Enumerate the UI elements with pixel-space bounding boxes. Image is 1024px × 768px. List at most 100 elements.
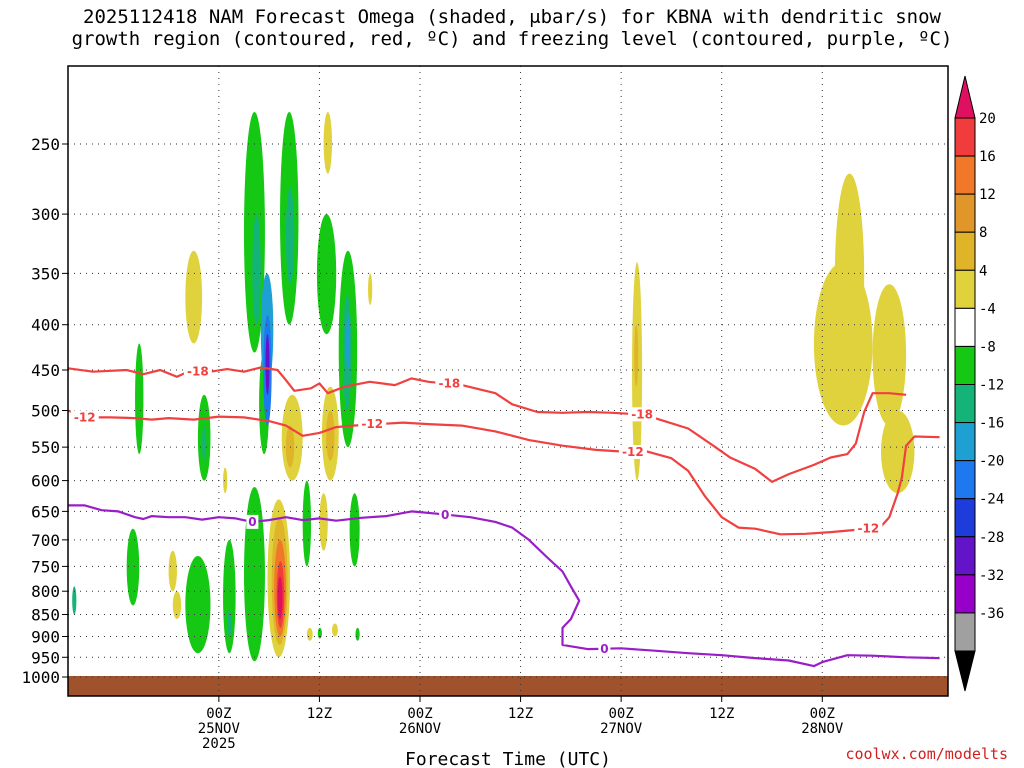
colorbar-label: -16 — [979, 416, 1004, 432]
omega-patch — [349, 493, 360, 567]
y-tick-label: 650 — [31, 502, 60, 521]
contour-label-bg — [183, 364, 212, 379]
omega-patch — [880, 410, 915, 494]
contour-label-bg — [439, 507, 452, 522]
x-tick-label: 27NOV — [600, 721, 643, 737]
omega-patch — [872, 284, 907, 426]
colorbar-band — [954, 193, 976, 233]
contour-line — [67, 366, 907, 483]
y-tick-label: 800 — [31, 582, 60, 601]
credit-link[interactable]: coolwx.com/modelts — [845, 745, 1008, 763]
omega-patch — [185, 250, 203, 344]
colorbar-label: -12 — [979, 378, 1004, 394]
contour-label: -18 — [631, 407, 653, 421]
colorbar-band — [954, 422, 976, 462]
colorbar-band — [954, 612, 976, 652]
contour-labels: -18 -18 -18 -12 -12 -12 -12 0 0 0 — [70, 364, 883, 657]
colorbar-band — [954, 536, 976, 576]
y-tick-label: 600 — [31, 472, 60, 491]
omega-patch — [202, 425, 207, 461]
omega-patch — [306, 627, 313, 641]
colorbar-label: -28 — [979, 530, 1004, 546]
omega-patch — [317, 627, 322, 639]
title-line-2: growth region (contoured, red, ºC) and f… — [71, 28, 953, 50]
x-tick-label: 2025 — [202, 736, 236, 752]
x-tick-label: 00Z — [608, 706, 633, 722]
omega-patch — [316, 214, 337, 335]
omega-patch — [172, 591, 182, 620]
ground-fill — [68, 676, 948, 696]
contour-label-bg — [628, 407, 657, 422]
contour-label: 0 — [600, 642, 608, 656]
y-tick-label: 900 — [31, 627, 60, 646]
omega-patch — [813, 262, 873, 426]
omega-patch — [227, 609, 232, 637]
chart-title: 2025112418 NAM Forecast Omega (shaded, μ… — [0, 6, 1024, 50]
contour-line — [68, 504, 940, 668]
contour-label: -18 — [438, 376, 460, 390]
contour-label-bg — [854, 521, 883, 536]
y-tick-label: 250 — [31, 135, 60, 154]
colorbar-band — [954, 574, 976, 614]
colorbar-band — [954, 269, 976, 309]
omega-patch — [326, 410, 335, 461]
y-tick-label: 350 — [31, 264, 60, 283]
y-tick-label: 300 — [31, 205, 60, 224]
x-tick-label: 12Z — [508, 706, 533, 722]
omega-patch — [265, 334, 270, 395]
colorbar-band — [954, 307, 976, 347]
omega-patch — [185, 556, 211, 654]
y-tick-label: 500 — [31, 402, 60, 421]
x-tick-label: 28NOV — [801, 721, 844, 737]
x-tick-label: 25NOV — [198, 721, 241, 737]
y-axis: 250 300 350 400 450 500 550 600 650 700 750 800 850 9… — [21, 135, 68, 687]
y-tick-label: 550 — [31, 438, 60, 457]
omega-patch — [345, 314, 350, 370]
colorbar-top-triangle — [954, 75, 976, 119]
x-tick-label: 00Z — [810, 706, 835, 722]
colorbar-label: -20 — [979, 454, 1004, 470]
y-tick-label: 750 — [31, 557, 60, 576]
x-tick-label: 00Z — [407, 706, 432, 722]
contour-label: -12 — [622, 445, 644, 459]
colorbar-label: -24 — [979, 492, 1004, 508]
colorbar-label: 4 — [979, 263, 987, 279]
omega-patch — [244, 486, 265, 662]
y-tick-label: 950 — [31, 648, 60, 667]
y-tick-label: 700 — [31, 531, 60, 550]
contour-label-bg — [598, 642, 611, 657]
colorbar-bottom-triangle — [954, 650, 976, 692]
omega-patch — [277, 576, 283, 620]
colorbar-band — [954, 231, 976, 271]
y-tick-label: 1000 — [21, 668, 60, 687]
colorbar-band — [954, 460, 976, 500]
contour-label-bg — [435, 376, 464, 391]
plot-frame — [67, 65, 949, 697]
colorbar-label: 20 — [979, 111, 996, 127]
omega-patch — [168, 550, 177, 592]
omega-patch — [223, 467, 228, 494]
colorbar-label: -36 — [979, 606, 1004, 622]
colorbar-band — [954, 155, 976, 195]
omega-patch — [135, 343, 144, 455]
title-line-1: 2025112418 NAM Forecast Omega (shaded, μ… — [83, 6, 941, 28]
colorbar-label: 12 — [979, 187, 996, 203]
omega-patch — [323, 111, 332, 174]
colorbar-band — [954, 345, 976, 385]
colorbar-label: 8 — [979, 225, 987, 241]
omega-patch — [126, 528, 140, 606]
omega-patch — [368, 273, 373, 305]
omega-patch — [285, 187, 295, 285]
y-tick-label: 450 — [31, 361, 60, 380]
colorbar-label: -4 — [979, 301, 996, 317]
omega-patch — [285, 425, 295, 468]
y-tick-label: 850 — [31, 606, 60, 625]
contour-label: -18 — [187, 365, 209, 379]
omega-patch — [302, 480, 312, 567]
x-axis-title: Forecast Time (UTC) — [405, 749, 611, 768]
contour-label-bg — [618, 445, 647, 460]
y-tick-label: 400 — [31, 316, 60, 335]
contour-label-bg — [358, 417, 387, 432]
